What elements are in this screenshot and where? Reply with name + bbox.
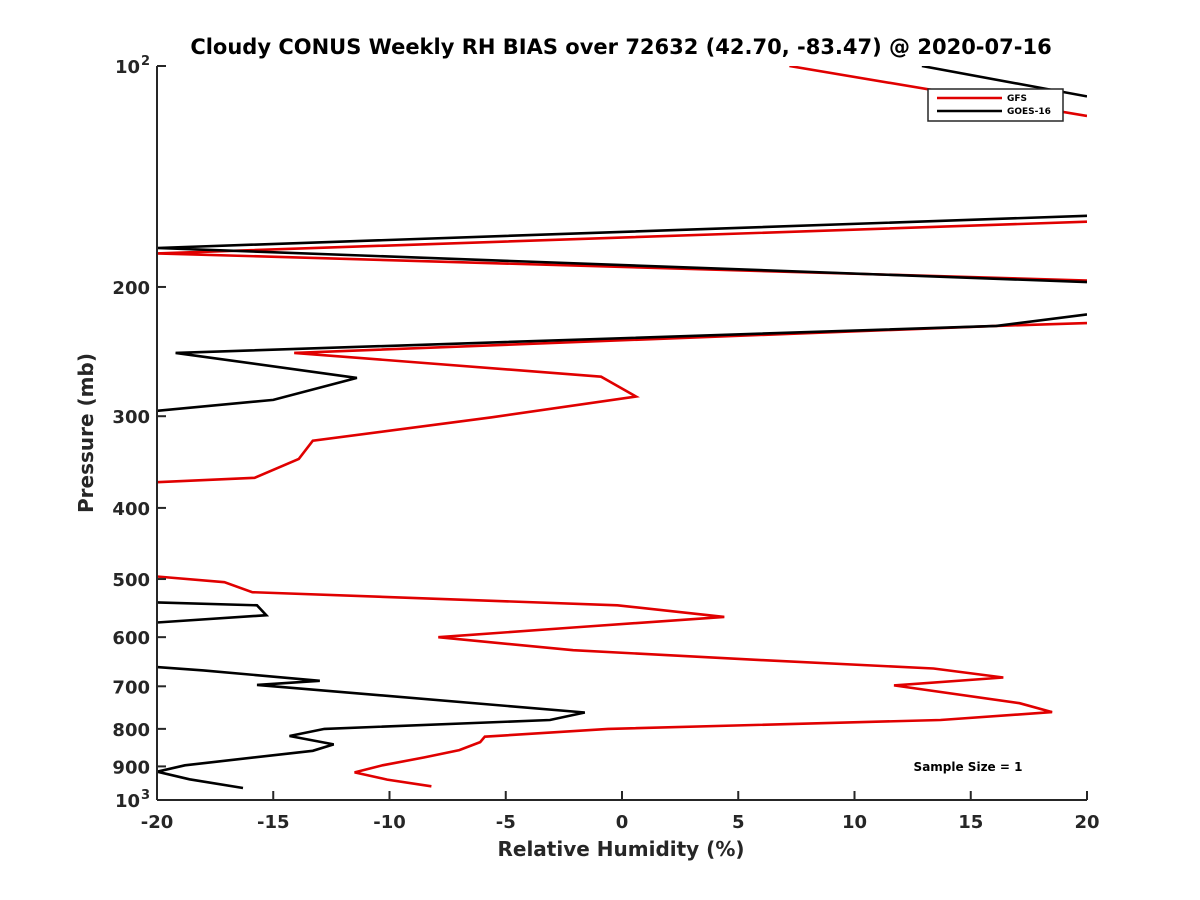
x-tick-label: 15 bbox=[958, 812, 983, 833]
x-tick-label: -10 bbox=[373, 812, 406, 833]
y-tick-label: 10 bbox=[115, 791, 140, 812]
x-ticks: -20 -15 -10 -5 0 5 10 15 20 bbox=[141, 791, 1100, 833]
y-tick-exponent: 3 bbox=[141, 788, 150, 803]
series-line-goes16 bbox=[157, 665, 586, 790]
sample-size-annotation: Sample Size = 1 bbox=[914, 760, 1023, 774]
y-tick-label: 600 bbox=[112, 628, 150, 649]
y-tick-label: 300 bbox=[112, 407, 150, 428]
series-layer bbox=[157, 66, 1087, 790]
series-line-goes16 bbox=[157, 601, 270, 624]
x-tick-label: -15 bbox=[257, 812, 290, 833]
y-tick-label: 200 bbox=[112, 278, 150, 299]
y-tick-label: 500 bbox=[112, 570, 150, 591]
series-line-gfs bbox=[157, 575, 1053, 788]
series-line-goes16 bbox=[157, 214, 1087, 284]
y-tick-exponent: 2 bbox=[141, 54, 150, 69]
legend: GFS GOES-16 bbox=[927, 88, 1064, 122]
y-tick-label: 400 bbox=[112, 499, 150, 520]
legend-label-gfs: GFS bbox=[1007, 94, 1027, 104]
y-tick-label: 800 bbox=[112, 720, 150, 741]
x-tick-label: -5 bbox=[496, 812, 516, 833]
y-tick-label: 700 bbox=[112, 677, 150, 698]
x-axis-label: Relative Humidity (%) bbox=[497, 837, 744, 861]
y-tick-label: 900 bbox=[112, 757, 150, 778]
chart-title: Cloudy CONUS Weekly RH BIAS over 72632 (… bbox=[190, 35, 1051, 59]
legend-label-goes16: GOES-16 bbox=[1007, 107, 1051, 117]
x-tick-label: 5 bbox=[732, 812, 745, 833]
y-axis-label: Pressure (mb) bbox=[74, 353, 98, 513]
legend-box bbox=[927, 88, 1064, 122]
series-line-gfs bbox=[157, 321, 1087, 484]
x-tick-label: 20 bbox=[1074, 812, 1099, 833]
x-tick-label: -20 bbox=[141, 812, 174, 833]
series-line-goes16 bbox=[157, 313, 1087, 413]
x-tick-label: 10 bbox=[842, 812, 867, 833]
x-tick-label: 0 bbox=[616, 812, 629, 833]
y-tick-label: 10 bbox=[115, 57, 140, 78]
